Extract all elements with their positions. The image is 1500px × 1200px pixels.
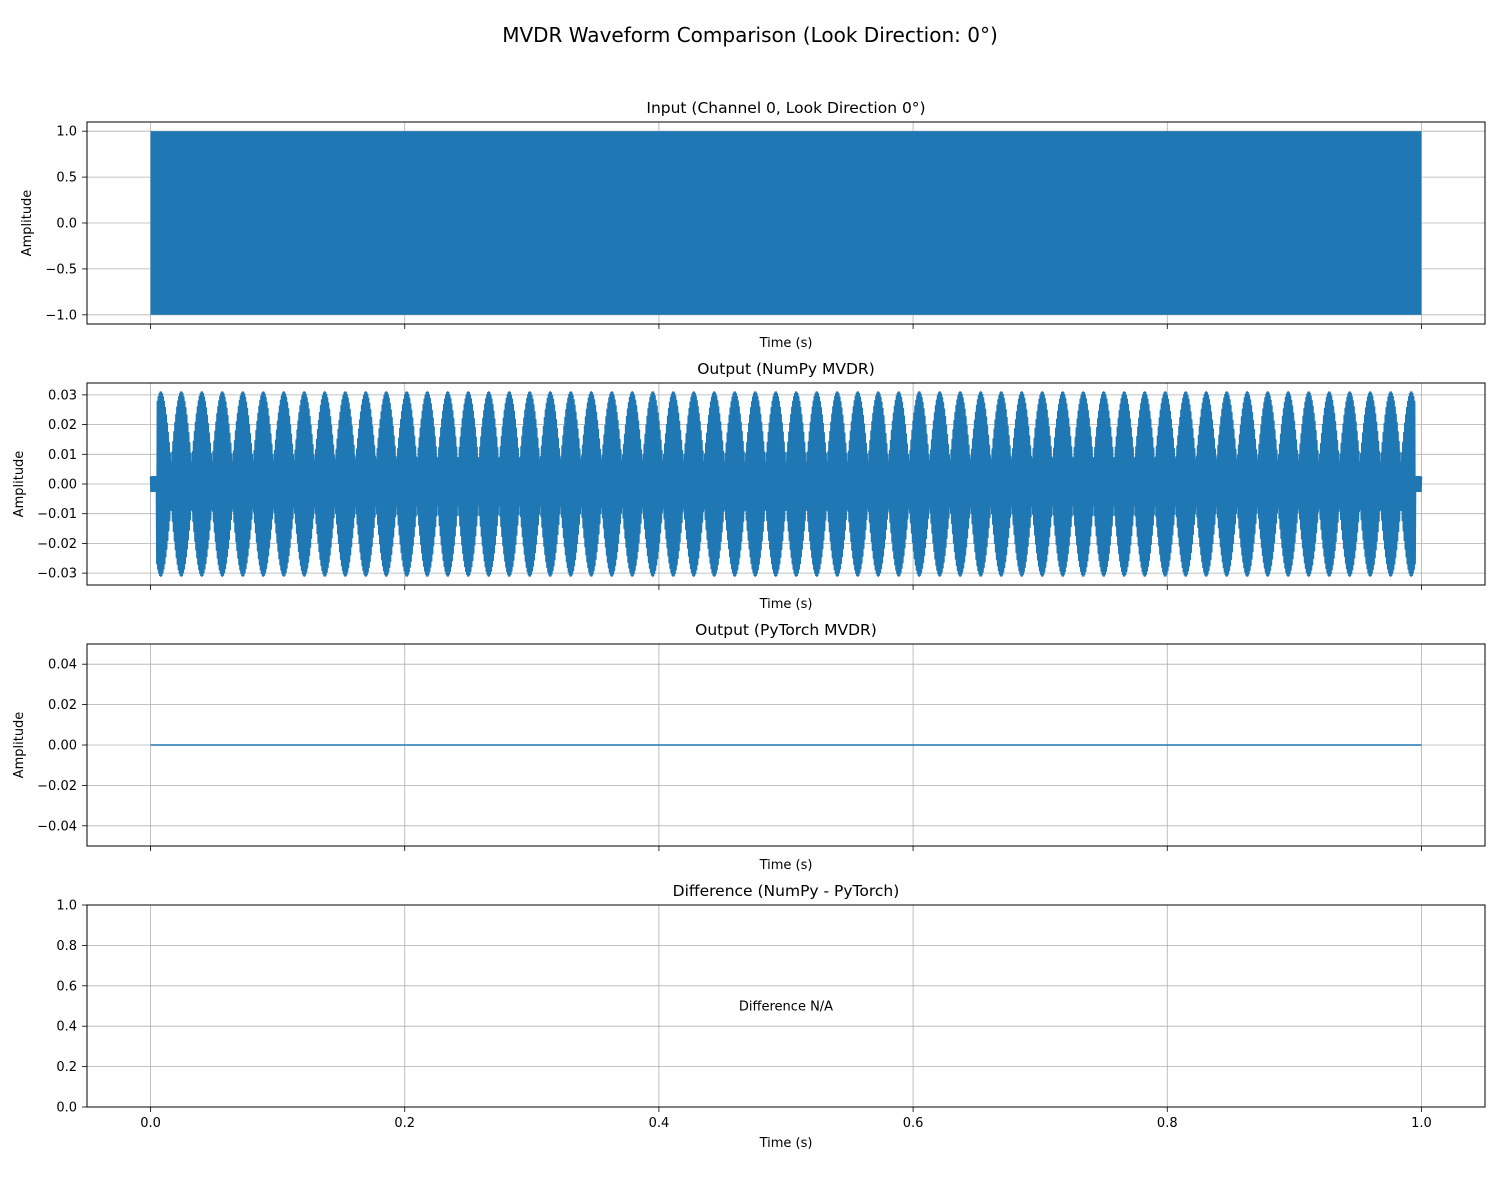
y-tick-label: −0.5 (45, 262, 77, 277)
y-tick-label: 0.8 (56, 939, 77, 954)
series-line-input (150, 131, 1422, 315)
y-tick-label: −0.02 (37, 537, 77, 552)
subplot-title-pytorch-output: Output (PyTorch MVDR) (695, 621, 877, 639)
y-tick-label: 0.4 (56, 1020, 77, 1035)
subplot-title-difference: Difference (NumPy - PyTorch) (673, 882, 900, 900)
y-tick-label: 0.5 (56, 171, 77, 186)
x-tick-label: 0.6 (903, 1116, 924, 1131)
y-tick-label: 0.0 (56, 1101, 77, 1116)
y-tick-label: 0.02 (48, 418, 77, 433)
y-tick-label: 0.02 (48, 698, 77, 713)
x-tick-label: 1.0 (1411, 1116, 1432, 1131)
subplot-difference: 0.0 0.2 0.4 0.6 0.8 1.0 1.0 0.8 0.6 0.4 0.2 0.0 Diff… (56, 882, 1486, 1151)
subplot-input: 1.0 0.5 0.0 −0.5 −1.0 Input (Channel 0, Look … (20, 99, 1486, 351)
y-tick-label: 0.6 (56, 979, 77, 994)
y-tick-label: −0.01 (37, 507, 77, 522)
y-tick-label: 0.00 (48, 478, 77, 493)
x-tick-label: 0.4 (649, 1116, 670, 1131)
y-tick-label: 1.0 (56, 125, 77, 140)
annotation-difference-na: Difference N/A (739, 1000, 833, 1015)
subplot-title-numpy-output: Output (NumPy MVDR) (697, 360, 875, 378)
y-axis-label-pytorch-output: Amplitude (12, 712, 27, 779)
y-tick-label: 1.0 (56, 899, 77, 914)
axes-frame-difference (86, 904, 1486, 1108)
y-tick-label: −0.04 (37, 819, 77, 834)
subplot-numpy-output: 0.03 0.02 0.01 0.00 −0.01 −0.02 −0.03 Output (N… (12, 360, 1486, 612)
y-tick-label: 0.03 (48, 388, 77, 403)
y-tick-label: −1.0 (45, 308, 77, 323)
figure-title: MVDR Waveform Comparison (Look Direction… (502, 23, 998, 47)
y-tick-label: 0.2 (56, 1060, 77, 1075)
y-tick-label: 0.01 (48, 448, 77, 463)
x-axis-label-pytorch-output: Time (s) (759, 858, 813, 873)
y-axis-label-numpy-output: Amplitude (12, 451, 27, 518)
x-axis-label-input: Time (s) (759, 336, 813, 351)
subplot-pytorch-output: 0.04 0.02 0.00 −0.02 −0.04 Output (PyTorch MV… (12, 621, 1486, 873)
y-axis-label-input: Amplitude (20, 190, 35, 257)
x-tick-label: 0.2 (394, 1116, 415, 1131)
x-tick-label: 0.8 (1157, 1116, 1178, 1131)
series-line-numpy-output (149, 391, 1423, 577)
y-tick-label: −0.02 (37, 779, 77, 794)
x-axis-label-difference: Time (s) (759, 1136, 813, 1151)
y-tick-label: −0.03 (37, 567, 77, 582)
y-tick-label: 0.0 (56, 217, 77, 232)
y-tick-label: 0.00 (48, 739, 77, 754)
subplot-title-input: Input (Channel 0, Look Direction 0°) (646, 99, 925, 117)
subplots: 1.0 0.5 0.0 −0.5 −1.0 Input (Channel 0, Look … (12, 99, 1486, 1151)
x-axis-label-numpy-output: Time (s) (759, 597, 813, 612)
y-tick-label: 0.04 (48, 658, 77, 673)
x-tick-label: 0.0 (140, 1116, 161, 1131)
